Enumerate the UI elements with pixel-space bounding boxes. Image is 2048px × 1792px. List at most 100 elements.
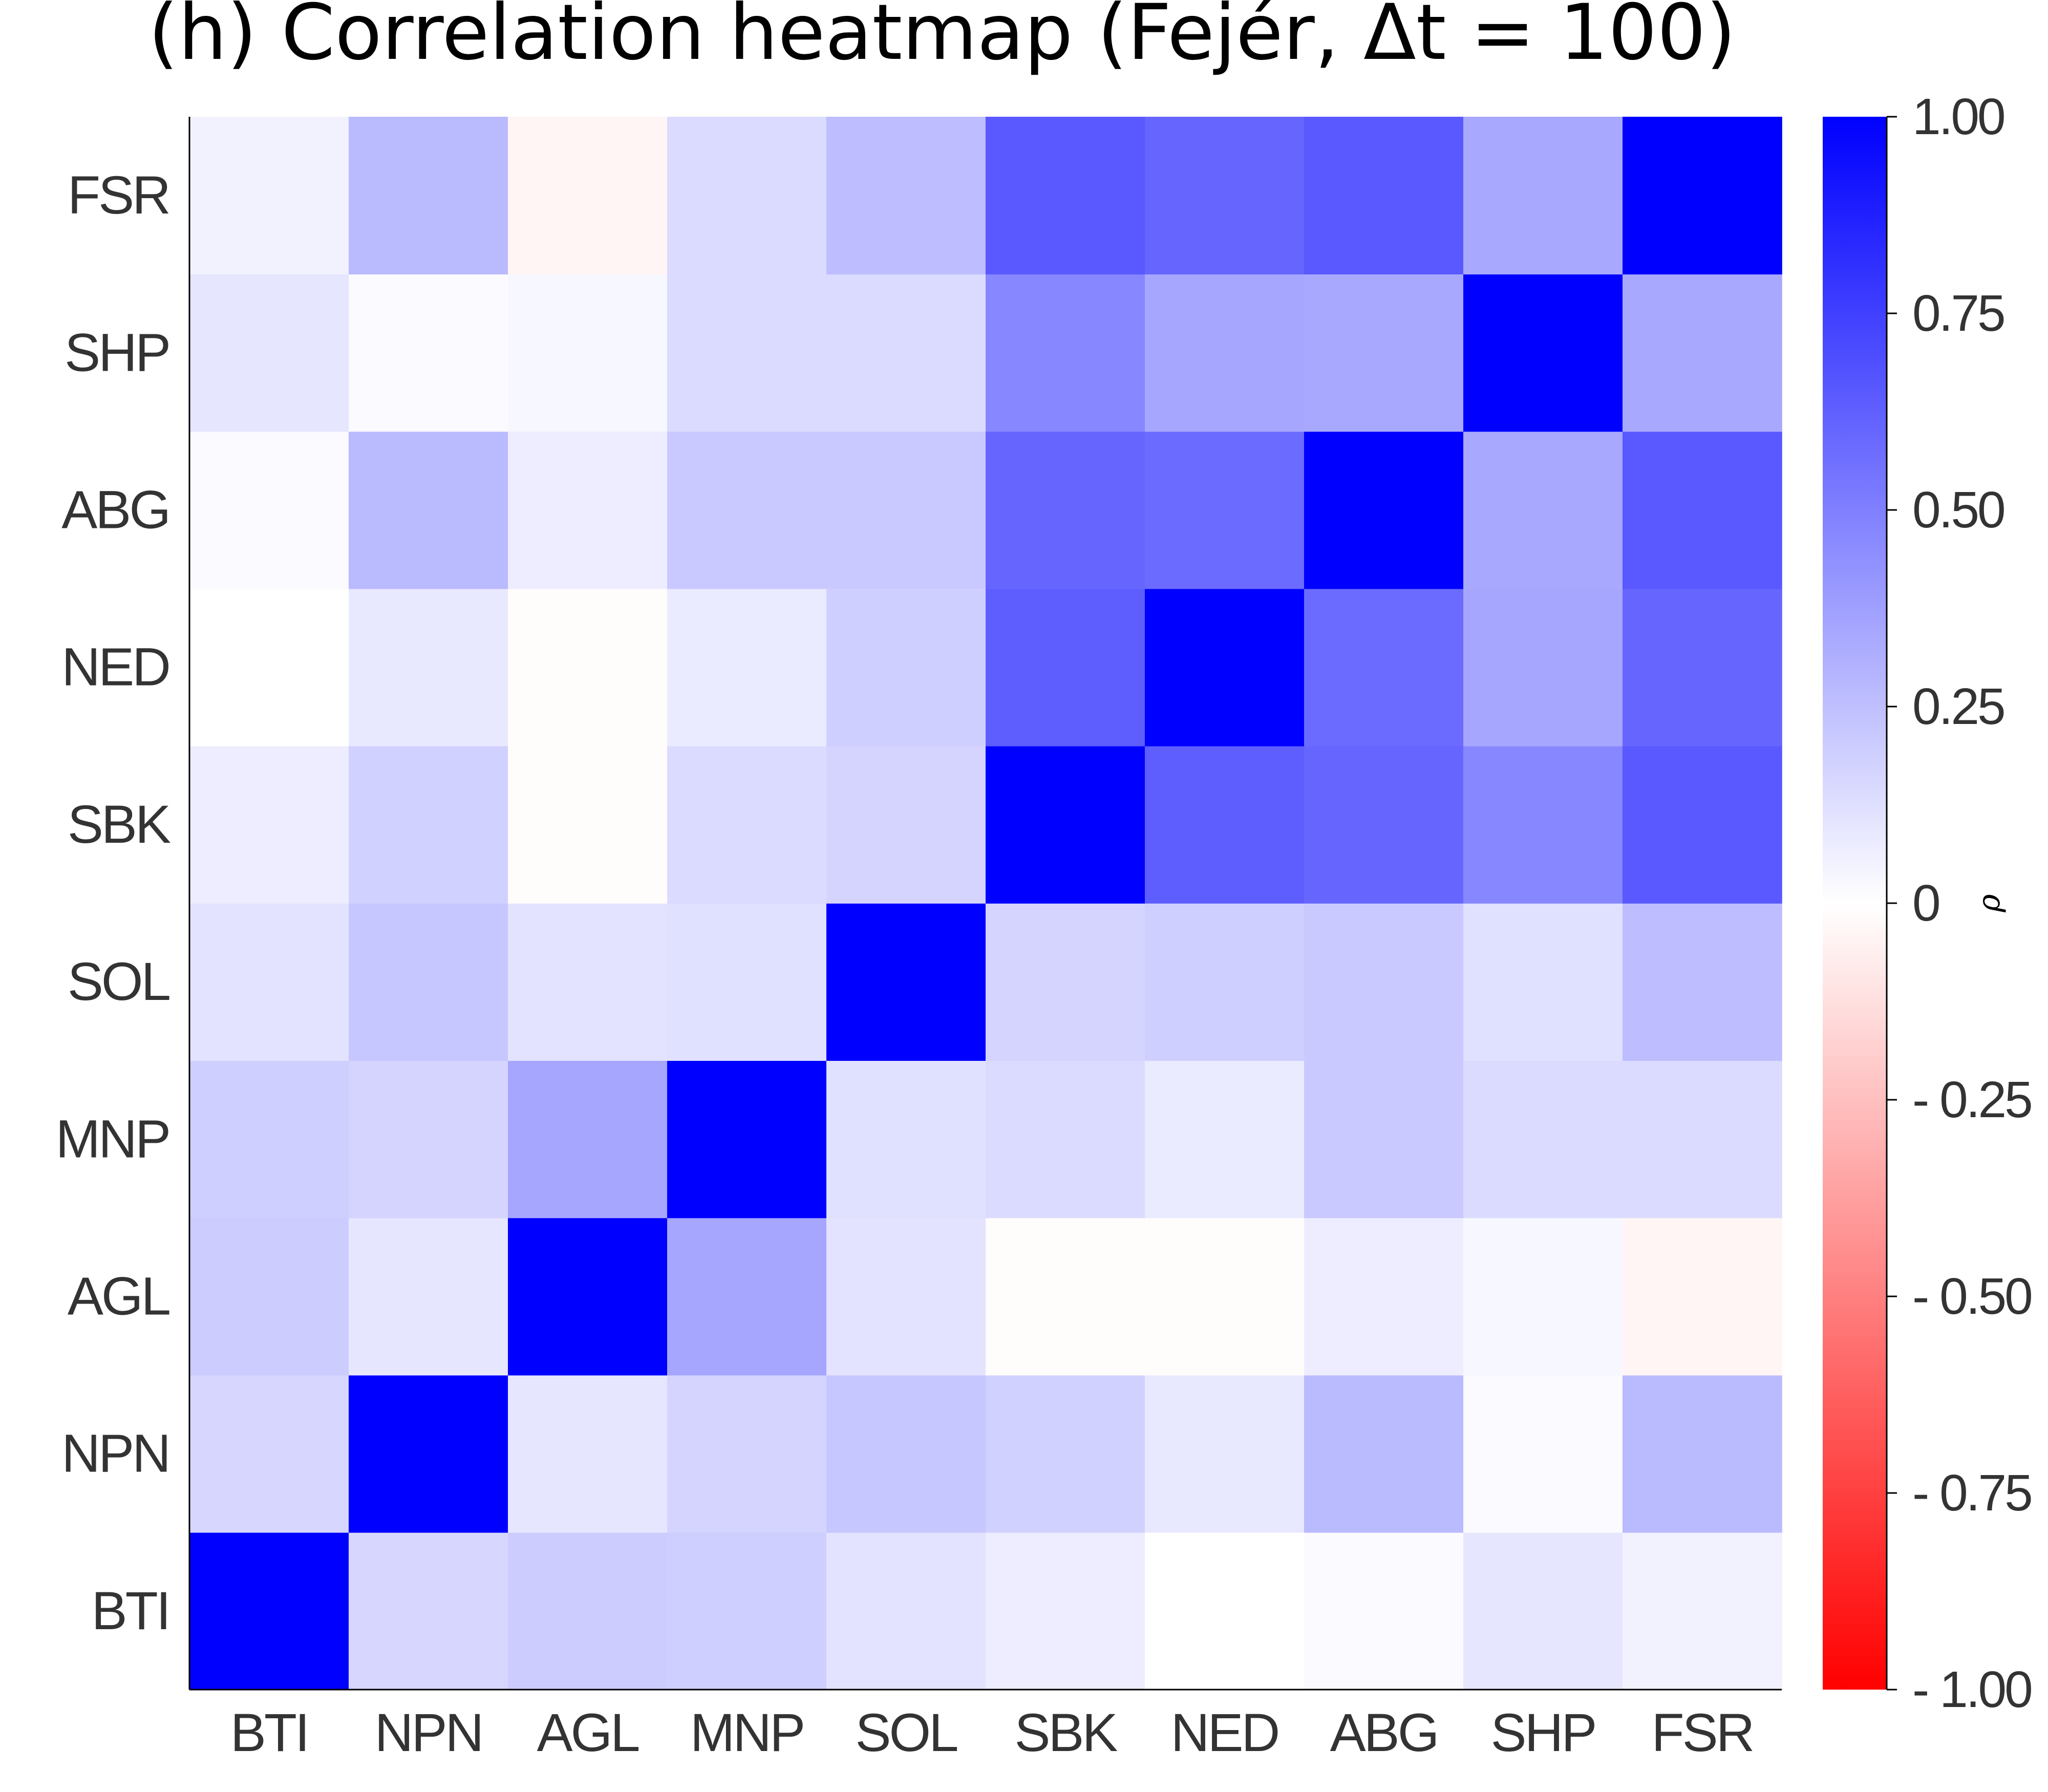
colorbar-label: ρ	[1971, 894, 2007, 912]
heatmap-cell-npn-mnp	[667, 1375, 827, 1533]
heatmap-cell-mnp-mnp	[667, 1060, 827, 1219]
heatmap-cell-mnp-shp	[1463, 1060, 1623, 1219]
heatmap-cell-fsr-mnp	[667, 117, 827, 274]
x-axis-tick-labels: BTI NPN AGL MNP SOL SBK NED ABG SHP FSR	[230, 1703, 1755, 1763]
y-tick-label-sol: SOL	[68, 952, 169, 1012]
colorbar-ticks: 1.00 0.75 0.50 0.25 0 - 0.25 - 0.50 - 0.75 - 1.0…	[1887, 88, 2033, 1718]
heatmap-cell-sol-agl	[508, 903, 668, 1061]
heatmap-cell-sbk-abg	[1304, 745, 1464, 904]
x-tick-label-ned: NED	[1171, 1703, 1278, 1763]
heatmap-cell-shp-agl	[508, 274, 668, 432]
heatmap-cell-bti-shp	[1463, 1532, 1623, 1690]
heatmap-cell-npn-ned	[1145, 1375, 1305, 1533]
x-tick-label-sbk: SBK	[1014, 1703, 1117, 1763]
colorbar-tick-label: - 0.25	[1912, 1071, 2031, 1128]
heatmap-cell-agl-sbk	[986, 1218, 1145, 1376]
heatmap-cell-bti-bti	[189, 1532, 349, 1690]
heatmap-cell-mnp-bti	[189, 1060, 349, 1219]
heatmap-cell-sbk-ned	[1145, 745, 1305, 904]
heatmap-cell-abg-abg	[1304, 431, 1464, 589]
heatmap-cell-fsr-fsr	[1623, 117, 1782, 274]
heatmap-cell-bti-mnp	[667, 1532, 827, 1690]
heatmap-cell-shp-sbk	[986, 274, 1145, 432]
heatmap-cell-abg-agl	[508, 431, 668, 589]
heatmap-cell-npn-npn	[349, 1375, 508, 1533]
colorbar-tick-label: 1.00	[1912, 88, 2004, 145]
heatmap-cell-bti-abg	[1304, 1532, 1464, 1690]
y-tick-label-ned: NED	[61, 637, 169, 697]
y-axis-tick-labels: BTI NPN AGL MNP SOL SBK NED ABG SHP FSR	[56, 165, 173, 1641]
colorbar-tick-label: 0.25	[1912, 678, 2004, 735]
heatmap-cell-ned-bti	[189, 588, 349, 746]
heatmap-cell-abg-sol	[826, 431, 986, 589]
heatmap-cell-bti-sol	[826, 1532, 986, 1690]
heatmap-cell-sbk-shp	[1463, 745, 1623, 904]
x-tick-label-fsr: FSR	[1652, 1703, 1753, 1763]
heatmap-cell-npn-agl	[508, 1375, 668, 1533]
x-tick-label-npn: NPN	[375, 1703, 482, 1763]
heatmap-cell-npn-sol	[826, 1375, 986, 1533]
heatmap-cell-sbk-mnp	[667, 745, 827, 904]
heatmap-cell-sol-bti	[189, 903, 349, 1061]
heatmap-cell-bti-sbk	[986, 1532, 1145, 1690]
y-tick-label-abg: ABG	[61, 480, 169, 540]
heatmap-cell-abg-bti	[189, 431, 349, 589]
heatmap-cell-sol-sol	[826, 903, 986, 1061]
heatmap-cell-shp-ned	[1145, 274, 1305, 432]
heatmap-cell-sol-mnp	[667, 903, 827, 1061]
heatmap-cell-abg-fsr	[1623, 431, 1782, 589]
heatmap-cell-sol-sbk	[986, 903, 1145, 1061]
y-tick-label-fsr: FSR	[68, 165, 169, 225]
heatmap-cell-bti-fsr	[1623, 1532, 1782, 1690]
y-tick-label-mnp: MNP	[56, 1109, 169, 1169]
y-tick-label-shp: SHP	[65, 323, 169, 382]
heatmap-cell-sol-abg	[1304, 903, 1464, 1061]
x-tick-label-shp: SHP	[1491, 1703, 1595, 1763]
heatmap-cell-mnp-ned	[1145, 1060, 1305, 1219]
heatmap-cell-shp-sol	[826, 274, 986, 432]
colorbar-gradient	[1823, 117, 1887, 1690]
heatmap-cell-npn-sbk	[986, 1375, 1145, 1533]
heatmap-cell-ned-mnp	[667, 588, 827, 746]
heatmap-cell-ned-sbk	[986, 588, 1145, 746]
heatmap-cell-fsr-abg	[1304, 117, 1464, 274]
colorbar-tick-label: 0	[1912, 874, 1939, 932]
y-tick-label-npn: NPN	[61, 1424, 169, 1484]
heatmap-cell-shp-abg	[1304, 274, 1464, 432]
heatmap-cell-bti-npn	[349, 1532, 508, 1690]
heatmap-cell-sbk-sbk	[986, 745, 1145, 904]
heatmap-cell-fsr-sbk	[986, 117, 1145, 274]
heatmap-cell-ned-shp	[1463, 588, 1623, 746]
heatmap-cell-shp-npn	[349, 274, 508, 432]
heatmap-cell-agl-agl	[508, 1218, 668, 1376]
colorbar-tick-label: - 0.50	[1912, 1268, 2031, 1325]
heatmap-cell-ned-npn	[349, 588, 508, 746]
colorbar-tick-label: - 0.75	[1912, 1464, 2031, 1522]
heatmap-cell-abg-mnp	[667, 431, 827, 589]
heatmap-cell-fsr-shp	[1463, 117, 1623, 274]
heatmap-cell-ned-abg	[1304, 588, 1464, 746]
heatmap-cell-sol-npn	[349, 903, 508, 1061]
heatmap-cell-mnp-npn	[349, 1060, 508, 1219]
colorbar-tick-label: - 1.00	[1912, 1661, 2031, 1718]
heatmap-cell-mnp-abg	[1304, 1060, 1464, 1219]
heatmap-cell-agl-npn	[349, 1218, 508, 1376]
y-tick-label-bti: BTI	[92, 1581, 169, 1641]
heatmap-cell-ned-sol	[826, 588, 986, 746]
heatmap-cell-mnp-sol	[826, 1060, 986, 1219]
heatmap-cell-sbk-bti	[189, 745, 349, 904]
heatmap-cell-abg-npn	[349, 431, 508, 589]
heatmap-cell-agl-bti	[189, 1218, 349, 1376]
heatmap-cell-fsr-agl	[508, 117, 668, 274]
x-tick-label-abg: ABG	[1330, 1703, 1438, 1763]
heatmap-cell-sbk-sol	[826, 745, 986, 904]
heatmap-cell-shp-mnp	[667, 274, 827, 432]
heatmap-cell-shp-bti	[189, 274, 349, 432]
heatmap-cell-sbk-fsr	[1623, 745, 1782, 904]
heatmap-cell-agl-ned	[1145, 1218, 1305, 1376]
y-tick-label-agl: AGL	[68, 1267, 169, 1327]
heatmap-cell-agl-abg	[1304, 1218, 1464, 1376]
heatmap-cell-mnp-sbk	[986, 1060, 1145, 1219]
heatmap-cell-sol-shp	[1463, 903, 1623, 1061]
